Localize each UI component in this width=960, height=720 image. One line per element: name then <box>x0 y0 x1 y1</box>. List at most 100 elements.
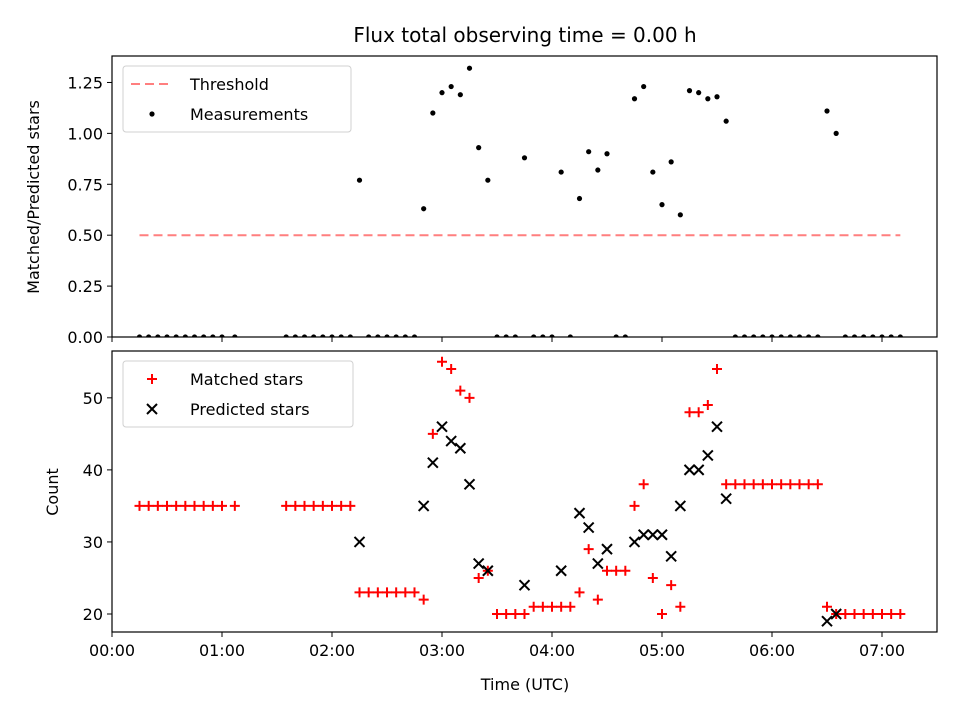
x-tick-label: 02:00 <box>309 641 355 660</box>
measurement-point <box>696 90 702 96</box>
predicted-star-point <box>518 579 531 591</box>
measurement-point <box>824 108 830 114</box>
measurement-point <box>659 202 665 208</box>
matched-star-point <box>547 601 557 612</box>
predicted-star-point <box>472 557 485 570</box>
matched-star-point <box>877 608 887 619</box>
measurement-point <box>503 334 509 337</box>
measurement-point <box>732 334 738 337</box>
measurement-point <box>796 334 803 337</box>
matched-star-point <box>162 500 172 511</box>
measurement-point <box>769 334 775 337</box>
measurement-point <box>851 334 858 337</box>
matched-star-point <box>308 500 319 511</box>
matched-star-point <box>556 601 567 612</box>
measurement-point <box>476 145 482 151</box>
matched-star-point <box>730 479 741 490</box>
matched-star-point <box>895 608 906 619</box>
predicted-star-point <box>647 529 659 541</box>
matched-star-point <box>812 479 823 490</box>
predicted-star-point <box>692 464 705 476</box>
matched-star-point <box>583 544 594 555</box>
matched-star-point <box>647 572 658 583</box>
matched-star-point <box>510 608 521 619</box>
matched-star-point <box>473 572 484 583</box>
matched-star-point <box>822 601 832 612</box>
measurement-point <box>320 334 326 337</box>
matched-star-point <box>565 601 576 612</box>
predicted-star-point <box>445 435 457 447</box>
measurement-point <box>861 334 867 337</box>
matched-star-point <box>803 479 814 490</box>
predicted-star-point <box>702 449 714 462</box>
measurement-point <box>705 96 711 102</box>
measurement-point <box>641 83 647 90</box>
measurement-point <box>595 167 601 173</box>
matched-star-point <box>207 500 218 511</box>
predicted-star-point <box>482 565 494 577</box>
matched-star-point <box>409 587 420 598</box>
matched-star-point <box>501 608 512 619</box>
matched-star-point <box>299 500 310 511</box>
measurement-point <box>576 195 583 202</box>
predicted-star-point <box>628 536 641 548</box>
bottom-axes-frame <box>111 350 938 633</box>
measurement-point <box>485 177 491 183</box>
y-tick-label: 1.00 <box>67 124 103 143</box>
bottom-ylabel: Count <box>43 468 62 516</box>
measurement-point <box>714 94 720 100</box>
y-tick-label: 30 <box>83 533 103 552</box>
legend-entry-label: Measurements <box>190 105 308 124</box>
x-tick-label: 03:00 <box>419 641 465 660</box>
matched-star-point <box>464 392 475 403</box>
measurement-point <box>677 212 683 218</box>
measurement-point <box>751 334 757 337</box>
measurement-point <box>338 334 344 337</box>
x-tick-label: 06:00 <box>749 641 795 660</box>
measurement-point <box>631 96 638 102</box>
legend-entry-label: Predicted stars <box>190 400 310 419</box>
measurement-point <box>439 90 445 96</box>
predicted-star-point <box>656 529 668 541</box>
matched-star-point <box>189 500 200 511</box>
matched-star-point <box>721 479 732 490</box>
matched-star-point <box>345 500 356 511</box>
predicted-star-point <box>592 557 604 570</box>
measurement-point <box>521 155 528 161</box>
measurement-point <box>219 334 225 337</box>
measurement-point <box>778 334 784 337</box>
matched-star-point <box>229 500 240 511</box>
measurement-point <box>512 334 518 337</box>
matched-star-point <box>363 587 374 598</box>
top-axes-frame <box>111 55 938 338</box>
measurement-point <box>842 334 848 337</box>
matched-star-point <box>382 587 392 598</box>
measurement-point <box>366 334 372 337</box>
predicted-star-point <box>582 521 595 534</box>
predicted-star-point <box>830 608 842 620</box>
y-tick-label: 0.50 <box>67 226 103 245</box>
measurement-point <box>815 334 821 337</box>
x-tick-label: 07:00 <box>859 641 905 660</box>
matched-star-point <box>849 608 860 619</box>
predicted-star-point <box>463 478 476 491</box>
matched-star-point <box>171 500 182 511</box>
measurement-point <box>155 334 161 337</box>
measurement-point <box>191 334 198 337</box>
measurement-point <box>741 334 748 337</box>
bottom-legend: Matched stars Predicted stars <box>122 360 354 428</box>
measurement-point <box>375 334 381 337</box>
predicted-star-point <box>454 442 467 454</box>
matched-star-point <box>217 500 227 511</box>
y-tick-label: 20 <box>83 605 103 624</box>
matched-star-point <box>327 500 337 511</box>
matched-star-point <box>675 601 686 612</box>
matched-star-point <box>152 500 163 511</box>
measurement-point <box>760 334 766 337</box>
matched-star-point <box>666 580 677 591</box>
matched-star-point <box>427 428 438 439</box>
top-legend: Threshold Measurements <box>122 65 352 133</box>
matched-star-point <box>391 587 402 598</box>
matched-star-point <box>400 587 411 598</box>
top-axes: Matched/Predicted stars 0.00 0.25 0.50 0.75… <box>24 55 938 347</box>
